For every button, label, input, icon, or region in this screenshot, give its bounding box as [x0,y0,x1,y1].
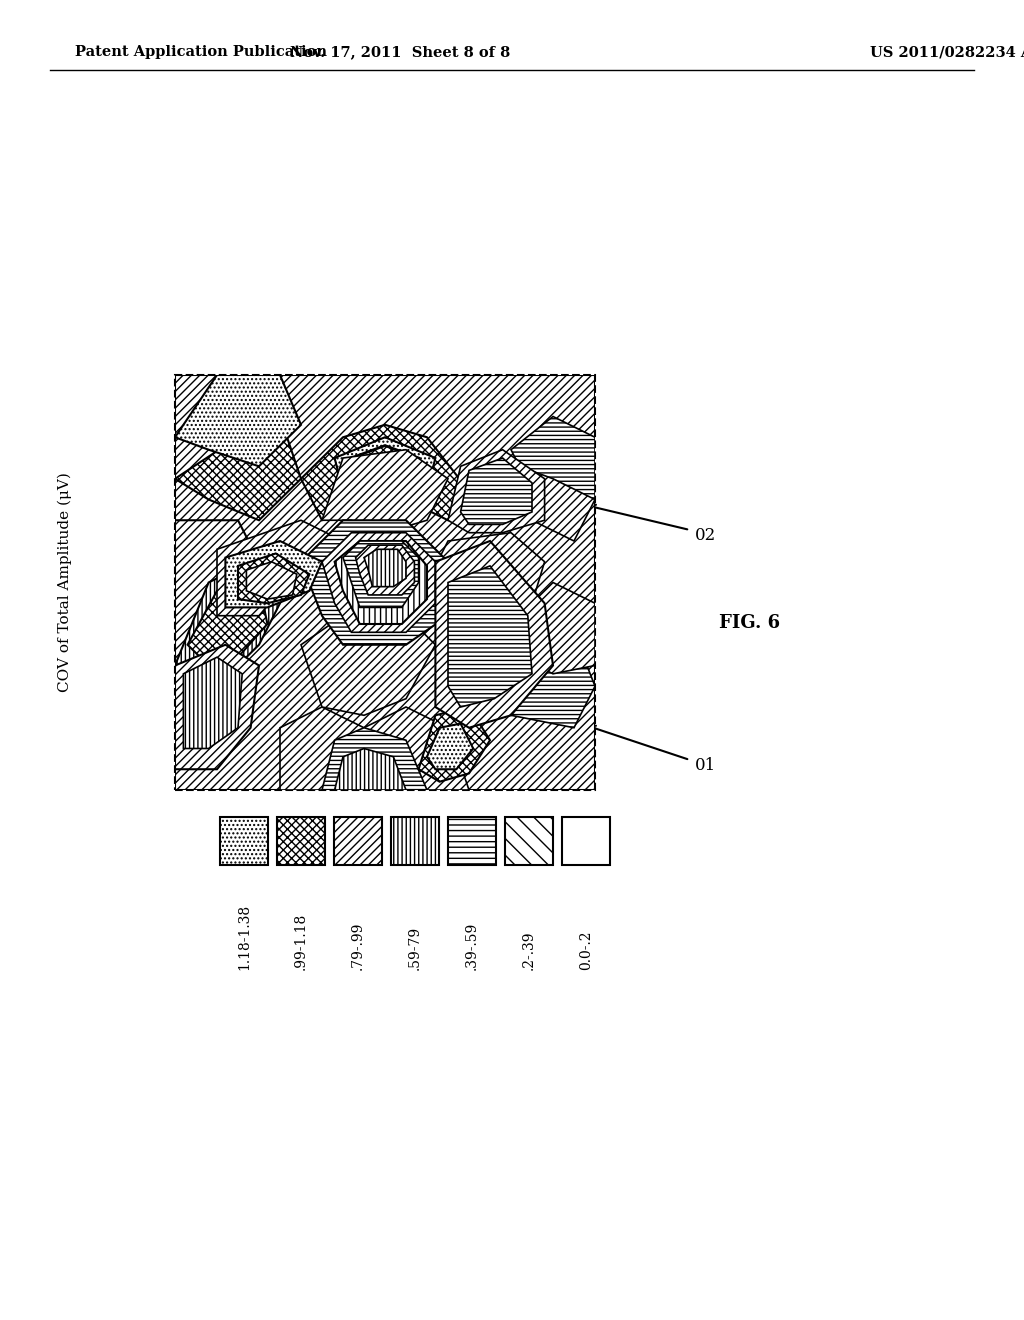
Polygon shape [511,417,595,499]
Bar [449,817,496,865]
Text: COV of Total Amplitude (μV): COV of Total Amplitude (μV) [57,473,73,693]
Polygon shape [335,541,427,624]
Bar [278,817,325,865]
Polygon shape [322,450,449,533]
Text: Nov. 17, 2011  Sheet 8 of 8: Nov. 17, 2011 Sheet 8 of 8 [290,45,510,59]
Text: 1.18-1.38: 1.18-1.38 [237,904,251,970]
Text: .59-79: .59-79 [408,925,422,970]
Polygon shape [238,553,309,603]
Bar [562,817,610,865]
Bar [505,817,553,865]
Text: 0.0-.2: 0.0-.2 [579,931,593,970]
Polygon shape [335,437,435,508]
Polygon shape [183,657,243,748]
Bar [220,817,268,865]
Polygon shape [427,723,473,770]
Polygon shape [490,624,595,727]
Polygon shape [247,562,297,599]
Polygon shape [322,727,427,789]
Text: .39-.59: .39-.59 [465,921,479,970]
Polygon shape [469,458,595,541]
Bar [391,817,439,865]
Polygon shape [175,375,301,466]
Polygon shape [217,520,343,615]
Polygon shape [280,708,469,789]
Polygon shape [351,446,419,495]
Polygon shape [301,520,449,644]
Polygon shape [301,615,435,715]
Polygon shape [225,541,322,607]
Bar [334,817,382,865]
Text: .79-.99: .79-.99 [351,921,365,970]
Text: FIG. 6: FIG. 6 [720,614,780,631]
Text: .2-.39: .2-.39 [522,931,536,970]
Polygon shape [419,708,490,781]
Polygon shape [175,375,595,789]
Polygon shape [335,748,406,789]
Polygon shape [187,582,267,665]
Polygon shape [175,562,280,686]
Polygon shape [449,450,545,533]
Polygon shape [175,644,259,770]
Polygon shape [427,533,545,644]
Polygon shape [364,549,406,586]
Polygon shape [301,425,469,520]
Bar [175,375,595,789]
Polygon shape [449,566,532,708]
Text: Patent Application Publication: Patent Application Publication [75,45,327,59]
Polygon shape [435,541,553,727]
Polygon shape [355,545,415,595]
Polygon shape [511,582,595,673]
Text: 01: 01 [695,756,716,774]
Text: US 2011/0282234 A1: US 2011/0282234 A1 [870,45,1024,59]
Polygon shape [461,458,532,524]
Polygon shape [175,417,301,520]
Polygon shape [322,533,435,632]
Text: .99-1.18: .99-1.18 [294,912,308,970]
Text: 02: 02 [695,527,716,544]
Polygon shape [175,520,259,708]
Polygon shape [343,541,419,607]
